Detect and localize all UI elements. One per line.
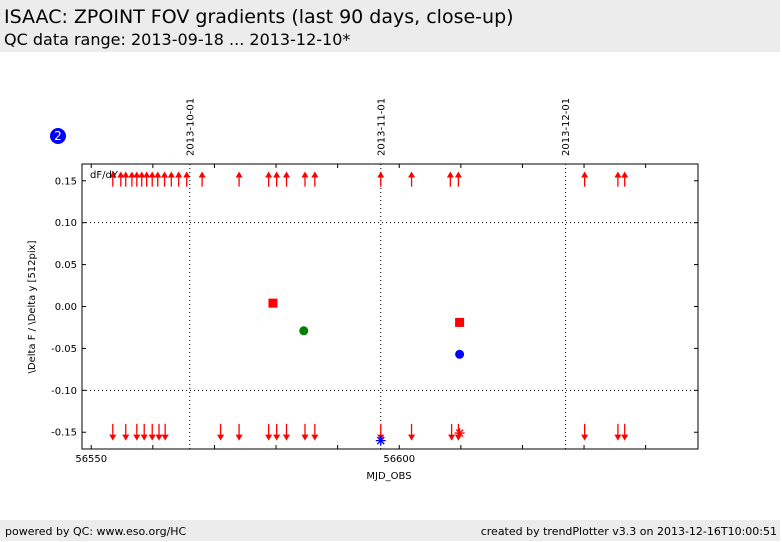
out-of-range-high-arrow-head xyxy=(198,171,206,178)
out-of-range-high-arrow-head xyxy=(167,171,175,178)
out-of-range-low-arrow-head xyxy=(621,434,629,441)
out-of-range-low-arrow-head xyxy=(448,434,456,441)
out-of-range-high-arrow-head xyxy=(128,171,136,178)
out-of-range-high-arrow-head xyxy=(273,171,281,178)
y-tick-label: -0.10 xyxy=(51,386,77,397)
plot-annotation: dF/dY xyxy=(90,170,119,181)
out-of-range-high-arrow-head xyxy=(117,171,125,178)
out-of-range-high-arrow-head xyxy=(154,171,162,178)
out-of-range-high-arrow-head xyxy=(183,171,191,178)
out-of-range-high-arrow-head xyxy=(122,171,130,178)
out-of-range-low-arrow-head xyxy=(148,434,156,441)
footer-created: created by trendPlotter v3.3 on 2013-12-… xyxy=(480,525,777,538)
out-of-range-low-arrow-head xyxy=(301,434,309,441)
out-of-range-low-arrow-head xyxy=(273,434,281,441)
out-of-range-high-arrow-head xyxy=(614,171,622,178)
out-of-range-low-arrow-head xyxy=(581,434,589,441)
sequence-badge-circle xyxy=(50,128,66,144)
sequence-badge: 2 xyxy=(50,128,66,144)
out-of-range-high-arrow-head xyxy=(138,171,146,178)
out-of-range-low-arrow-head xyxy=(217,434,225,441)
out-of-range-high-arrow-head xyxy=(161,171,169,178)
date-line-label: 2013-11-01 xyxy=(376,98,387,156)
header-bar: ISAAC: ZPOINT FOV gradients (last 90 day… xyxy=(0,0,780,52)
out-of-range-low-arrow-head xyxy=(109,434,117,441)
data-point-circle xyxy=(455,349,465,359)
out-of-range-high-arrow-head xyxy=(235,171,243,178)
x-axis-label: MJD_OBS xyxy=(366,471,411,482)
y-tick-label: 0.00 xyxy=(55,302,77,313)
y-tick-label: 0.05 xyxy=(55,260,77,271)
out-of-range-low-arrow-head xyxy=(155,434,163,441)
data-point-square xyxy=(268,298,278,308)
footer-credit: powered by QC: www.eso.org/HC xyxy=(5,525,187,538)
out-of-range-low-arrow-head xyxy=(161,434,169,441)
date-line-label: 2013-10-01 xyxy=(185,98,196,156)
out-of-range-high-arrow-head xyxy=(311,171,319,178)
out-of-range-high-arrow-head xyxy=(621,171,629,178)
out-of-range-low-arrow-head xyxy=(614,434,622,441)
out-of-range-low-arrow-head xyxy=(235,434,243,441)
date-line-label: 2013-12-01 xyxy=(561,98,572,156)
footer-bar: powered by QC: www.eso.org/HC created by… xyxy=(0,520,780,541)
y-tick-label: -0.15 xyxy=(51,428,77,439)
out-of-range-low-arrow-head xyxy=(408,434,416,441)
page-title: ISAAC: ZPOINT FOV gradients (last 90 day… xyxy=(4,6,514,28)
out-of-range-high-arrow-head xyxy=(301,171,309,178)
out-of-range-high-arrow-head xyxy=(377,171,385,178)
out-of-range-low-arrow-head xyxy=(140,434,148,441)
out-of-range-low-arrow-head xyxy=(265,434,273,441)
out-of-range-high-arrow-head xyxy=(265,171,273,178)
data-point-square xyxy=(455,317,465,327)
out-of-range-high-arrow-head xyxy=(283,171,291,178)
out-of-range-high-arrow-head xyxy=(148,171,156,178)
data-point-star xyxy=(454,428,465,439)
x-tick-label: 56600 xyxy=(383,454,415,465)
out-of-range-high-arrow-head xyxy=(454,171,462,178)
sequence-badge-number: 2 xyxy=(54,129,62,143)
out-of-range-low-arrow-head xyxy=(133,434,141,441)
y-tick-label: -0.05 xyxy=(51,344,77,355)
out-of-range-high-arrow-head xyxy=(408,171,416,178)
data-point-star xyxy=(375,435,386,446)
data-point-circle xyxy=(299,326,309,336)
out-of-range-high-arrow-head xyxy=(175,171,183,178)
out-of-range-high-arrow-head xyxy=(581,171,589,178)
out-of-range-high-arrow-head xyxy=(109,171,117,178)
y-tick-label: 0.10 xyxy=(55,218,77,229)
y-axis-label: \Delta F / \Delta y [512pix] xyxy=(27,240,38,373)
out-of-range-low-arrow-head xyxy=(283,434,291,441)
out-of-range-high-arrow-head xyxy=(133,171,141,178)
out-of-range-high-arrow-head xyxy=(143,171,151,178)
x-tick-label: 56550 xyxy=(75,454,107,465)
out-of-range-low-arrow-head xyxy=(311,434,319,441)
plot-area-frame xyxy=(81,163,699,450)
out-of-range-low-arrow-head xyxy=(122,434,130,441)
out-of-range-high-arrow-head xyxy=(446,171,454,178)
page-subtitle: QC data range: 2013-09-18 ... 2013-12-10… xyxy=(4,30,351,49)
y-tick-label: 0.15 xyxy=(55,176,77,187)
